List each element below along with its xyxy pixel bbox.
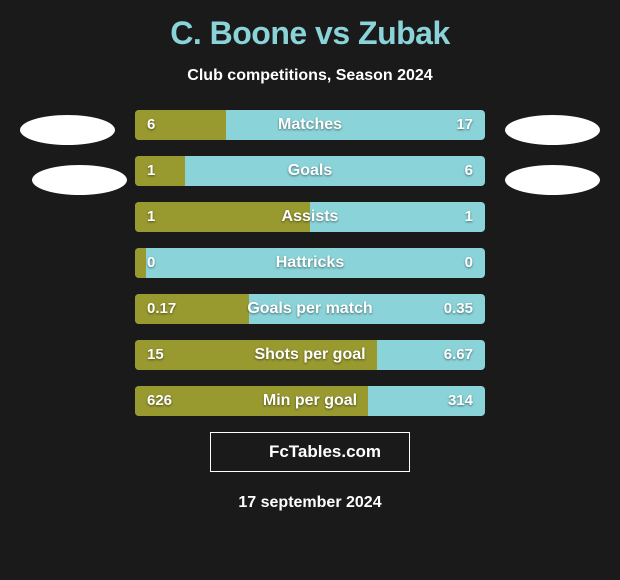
stat-row: 1 Assists 1 bbox=[135, 202, 485, 232]
stat-row: 15 Shots per goal 6.67 bbox=[135, 340, 485, 370]
stat-row: 626 Min per goal 314 bbox=[135, 386, 485, 416]
stat-row: 0 Hattricks 0 bbox=[135, 248, 485, 278]
stat-label: Goals per match bbox=[135, 294, 485, 324]
date-footer: 17 september 2024 bbox=[10, 494, 610, 512]
stat-row: 0.17 Goals per match 0.35 bbox=[135, 294, 485, 324]
comparison-card: C. Boone vs Zubak Club competitions, Sea… bbox=[0, 0, 620, 580]
stat-value-right: 1 bbox=[465, 202, 473, 232]
stat-bars: 6 Matches 17 1 Goals 6 1 Assists 1 0 Hat… bbox=[135, 110, 485, 416]
stat-label: Goals bbox=[135, 156, 485, 186]
subtitle: Club competitions, Season 2024 bbox=[10, 67, 610, 85]
stat-label: Min per goal bbox=[135, 386, 485, 416]
stat-row: 6 Matches 17 bbox=[135, 110, 485, 140]
brand-text: FcTables.com bbox=[269, 442, 381, 462]
stat-value-right: 17 bbox=[456, 110, 473, 140]
stat-value-right: 6.67 bbox=[444, 340, 473, 370]
stat-value-right: 0 bbox=[465, 248, 473, 278]
player1-avatar-top bbox=[20, 115, 115, 145]
player2-avatar-bottom bbox=[505, 165, 600, 195]
player1-avatar-bottom bbox=[32, 165, 127, 195]
page-title: C. Boone vs Zubak bbox=[10, 15, 610, 52]
stat-value-right: 0.35 bbox=[444, 294, 473, 324]
stat-value-right: 6 bbox=[465, 156, 473, 186]
stat-row: 1 Goals 6 bbox=[135, 156, 485, 186]
chart-line-icon bbox=[239, 441, 263, 463]
stat-label: Assists bbox=[135, 202, 485, 232]
player2-avatar-top bbox=[505, 115, 600, 145]
stat-label: Hattricks bbox=[135, 248, 485, 278]
stat-label: Matches bbox=[135, 110, 485, 140]
brand-box[interactable]: FcTables.com bbox=[210, 432, 410, 472]
content-area: 6 Matches 17 1 Goals 6 1 Assists 1 0 Hat… bbox=[10, 110, 610, 512]
stat-value-right: 314 bbox=[448, 386, 473, 416]
stat-label: Shots per goal bbox=[135, 340, 485, 370]
